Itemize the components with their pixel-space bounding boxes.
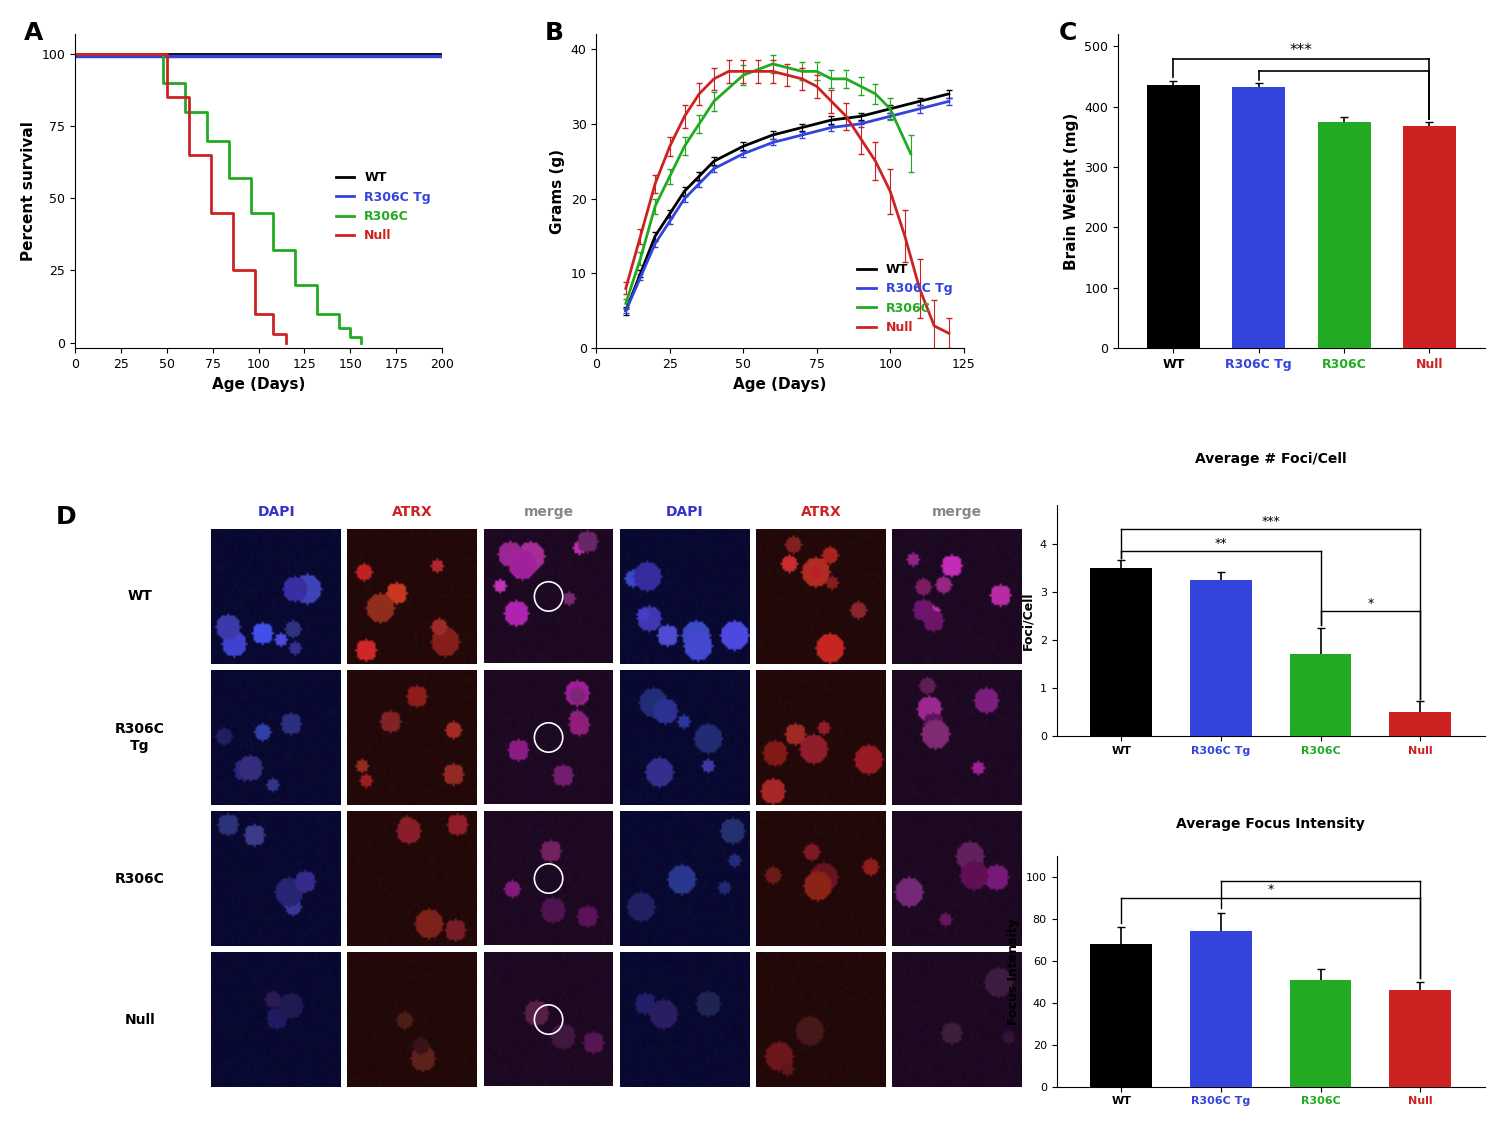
Y-axis label: Foci/Cell: Foci/Cell xyxy=(1022,591,1034,650)
Bar xyxy=(1232,87,1286,349)
Text: ATRX: ATRX xyxy=(801,505,842,520)
Bar xyxy=(1402,126,1456,349)
Text: *: * xyxy=(1268,883,1274,895)
Text: **: ** xyxy=(1215,537,1227,550)
Bar xyxy=(1290,654,1352,736)
Bar xyxy=(1190,932,1252,1087)
Text: ATRX: ATRX xyxy=(392,505,432,520)
Text: merge: merge xyxy=(524,505,573,520)
Text: WT: WT xyxy=(128,590,153,603)
Bar xyxy=(1090,567,1152,736)
Bar xyxy=(1389,712,1450,736)
Y-axis label: Brain Weight (mg): Brain Weight (mg) xyxy=(1064,112,1078,269)
X-axis label: Age (Days): Age (Days) xyxy=(734,377,827,392)
Y-axis label: Focus Intensity: Focus Intensity xyxy=(1008,918,1020,1024)
Text: C: C xyxy=(1059,22,1077,45)
Text: R306C: R306C xyxy=(116,872,165,885)
Bar xyxy=(1389,990,1450,1087)
Bar xyxy=(1090,944,1152,1087)
Text: merge: merge xyxy=(932,505,982,520)
Y-axis label: Grams (g): Grams (g) xyxy=(550,148,566,233)
Bar xyxy=(1317,121,1371,349)
Bar xyxy=(1190,580,1252,736)
Text: ***: *** xyxy=(1290,43,1312,58)
Bar xyxy=(1290,979,1352,1087)
Text: B: B xyxy=(544,22,564,45)
Text: *: * xyxy=(1368,597,1374,610)
Legend: WT, R306C Tg, R306C, Null: WT, R306C Tg, R306C, Null xyxy=(330,166,436,247)
Y-axis label: Percent survival: Percent survival xyxy=(21,121,36,261)
Text: Null: Null xyxy=(124,1012,154,1027)
Text: R306C
Tg: R306C Tg xyxy=(116,722,165,753)
Legend: WT, R306C Tg, R306C, Null: WT, R306C Tg, R306C, Null xyxy=(852,258,957,338)
Title: Average Focus Intensity: Average Focus Intensity xyxy=(1176,817,1365,831)
Text: A: A xyxy=(24,22,44,45)
Text: DAPI: DAPI xyxy=(258,505,296,520)
Text: D: D xyxy=(56,505,76,529)
X-axis label: Age (Days): Age (Days) xyxy=(211,377,306,392)
Bar xyxy=(1148,85,1200,349)
Text: DAPI: DAPI xyxy=(666,505,704,520)
Title: Average # Foci/Cell: Average # Foci/Cell xyxy=(1196,453,1347,466)
Text: ***: *** xyxy=(1262,515,1280,529)
